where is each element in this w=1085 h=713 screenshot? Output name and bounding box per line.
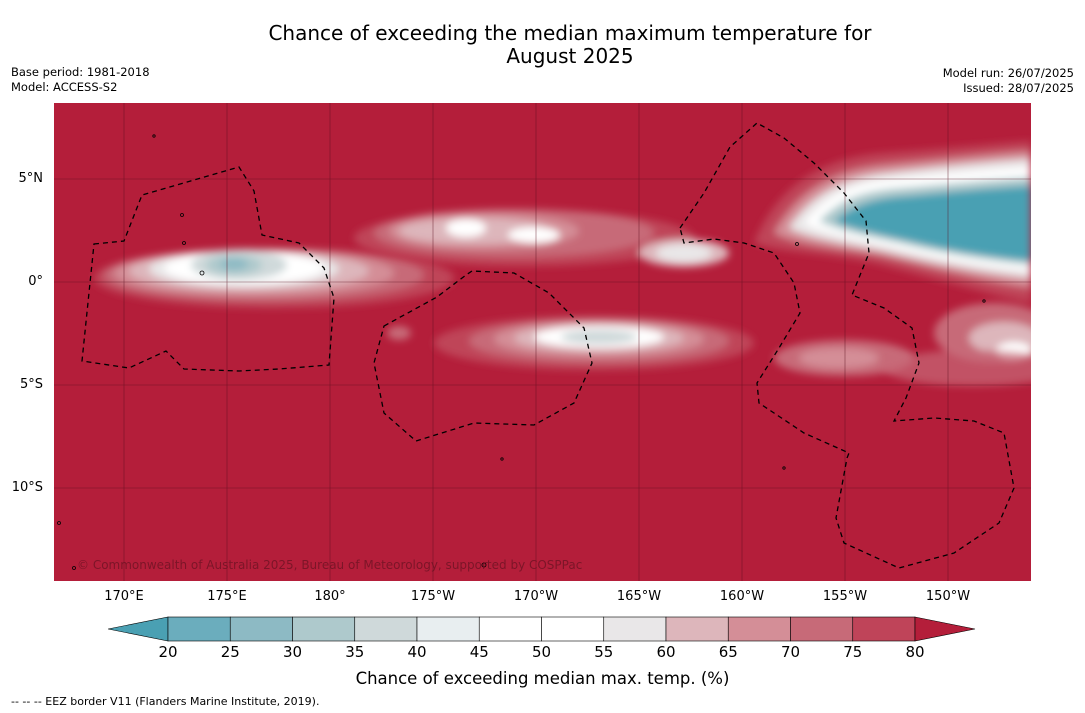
lon-label-170w: 170°W <box>513 589 559 604</box>
island-coastlines <box>57 134 986 570</box>
colorbar-tick-label: 45 <box>469 643 489 661</box>
lat-label-5s: 5°S <box>19 377 43 392</box>
colorbar-cell <box>478 616 542 642</box>
colorbar-cell <box>229 616 293 642</box>
colorbar-cell <box>852 616 916 642</box>
model-run-date: Model run: 26/07/2025 <box>942 66 1074 80</box>
western-equatorial-band <box>94 248 454 308</box>
title-line-2: August 2025 <box>506 44 634 68</box>
colorbar-cell <box>727 616 791 642</box>
lon-label-150w: 150°W <box>925 589 971 604</box>
base-period: Base period: 1981-2018 <box>11 65 150 79</box>
lat-label-0: 0° <box>28 274 43 289</box>
colorbar-tick-label: 50 <box>531 643 552 661</box>
model-name: Model: ACCESS-S2 <box>11 79 118 94</box>
lon-label-175w: 175°W <box>410 589 456 604</box>
colorbar-tick-label: 55 <box>594 643 614 661</box>
colorbar-tick-label: 75 <box>843 643 863 661</box>
colorbar-cell <box>167 616 231 642</box>
lat-label-10s: 10°S <box>11 480 43 495</box>
colorbar-cell <box>541 616 605 642</box>
colorbar-cell <box>665 616 729 642</box>
lon-label-165w: 165°W <box>616 589 662 604</box>
eastern-cool-region <box>754 141 1031 386</box>
southern-band <box>387 316 914 376</box>
lon-label-155w: 155°W <box>822 589 868 604</box>
colorbar-tick-label: 20 <box>158 643 178 661</box>
lat-label-5n: 5°N <box>18 171 44 186</box>
colorbar-cell <box>416 616 480 642</box>
graticule <box>54 103 1031 581</box>
colorbar-cell <box>292 616 356 642</box>
colorbar-tick-label: 65 <box>718 643 738 661</box>
colorbar-tick-label: 25 <box>220 643 240 661</box>
run-info: Model run: 26/07/2025 Issued: 28/07/2025 <box>943 66 1074 95</box>
colorbar-cells <box>108 616 976 642</box>
colorbar <box>108 616 976 642</box>
colorbar-tick-label: 35 <box>345 643 365 661</box>
colorbar-tick-label: 30 <box>282 643 303 661</box>
colorbar-tick-label: 40 <box>407 643 427 661</box>
lon-label-180: 180° <box>314 589 346 604</box>
copyright-notice: © Commonwealth of Australia 2025, Bureau… <box>77 558 583 572</box>
map-title: Chance of exceeding the median maximum t… <box>0 22 1085 68</box>
colorbar-tick-label: 60 <box>656 643 676 661</box>
title-line-1: Chance of exceeding the median maximum t… <box>268 21 872 45</box>
lon-label-170e: 170°E <box>104 589 144 604</box>
map-canvas <box>54 103 1031 581</box>
colorbar-cell <box>603 616 667 642</box>
issued-date: Issued: 28/07/2025 <box>963 80 1074 95</box>
colorbar-tick-label: 70 <box>780 643 801 661</box>
lon-label-160w: 160°W <box>719 589 765 604</box>
eez-borders <box>81 122 1015 569</box>
lon-label-175e: 175°E <box>207 589 247 604</box>
colorbar-cell <box>790 616 854 642</box>
probability-map <box>54 103 1031 581</box>
colorbar-extend-high <box>914 616 976 642</box>
colorbar-extend-low <box>108 616 169 642</box>
eez-legend-note: -- -- -- EEZ border V11 (Flanders Marine… <box>11 695 320 708</box>
colorbar-cell <box>354 616 418 642</box>
colorbar-label: Chance of exceeding median max. temp. (%… <box>355 669 730 688</box>
colorbar-tick-label: 80 <box>905 643 925 661</box>
northern-band <box>354 209 729 267</box>
model-info: Base period: 1981-2018 Model: ACCESS-S2 <box>11 65 150 94</box>
